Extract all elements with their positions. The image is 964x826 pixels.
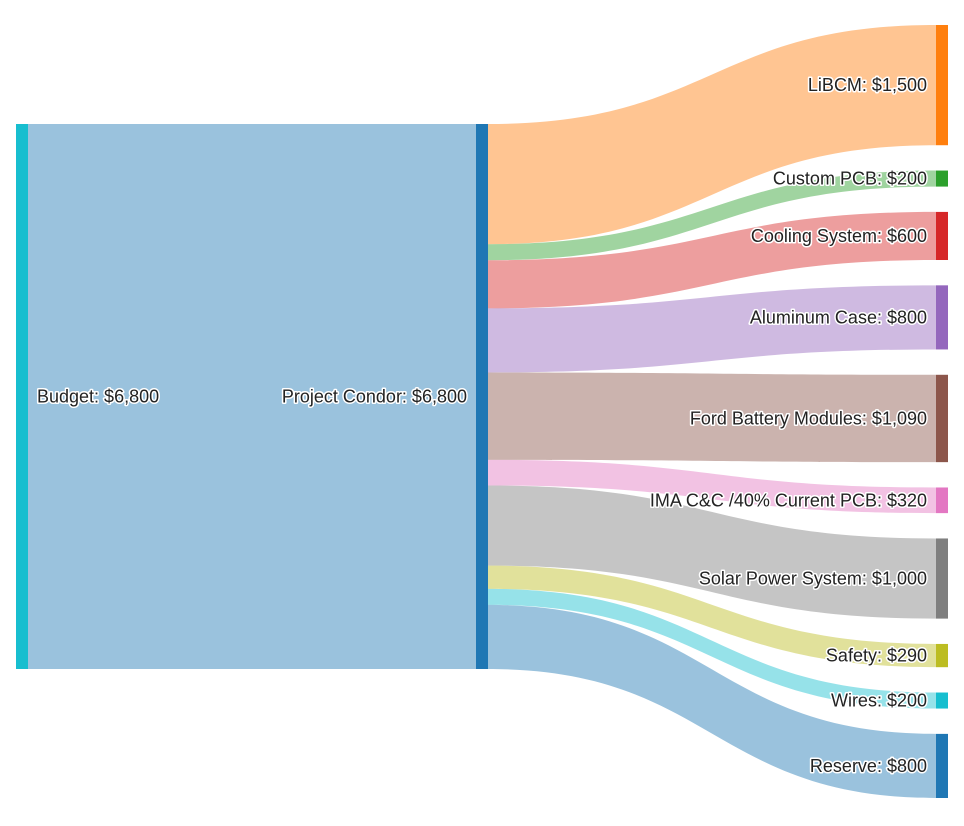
node-custom_pcb[interactable] xyxy=(936,170,948,187)
link-condor-to-safety[interactable] xyxy=(488,565,936,668)
label-ima: IMA C&C /40% Current PCB: $320 xyxy=(650,490,927,510)
node-solar[interactable] xyxy=(936,538,948,619)
label-aluminum: Aluminum Case: $800 xyxy=(750,307,927,327)
label-ford: Ford Battery Modules: $1,090 xyxy=(690,408,927,428)
label-solar: Solar Power System: $1,000 xyxy=(699,569,927,589)
node-wires[interactable] xyxy=(936,692,948,709)
links-layer xyxy=(28,25,936,798)
label-condor: Project Condor: $6,800 xyxy=(282,387,467,407)
label-cooling: Cooling System: $600 xyxy=(751,226,927,246)
link-condor-to-aluminum[interactable] xyxy=(488,285,936,373)
link-condor-to-ima[interactable] xyxy=(488,459,936,514)
link-condor-to-cooling[interactable] xyxy=(488,211,936,309)
label-custom_pcb: Custom PCB: $200 xyxy=(773,169,927,189)
label-wires: Wires: $200 xyxy=(831,691,927,711)
link-condor-to-custom_pcb[interactable] xyxy=(488,170,936,261)
labels-layer: Budget: $6,800 Project Condor: $6,800 LiBC… xyxy=(36,74,929,778)
label-safety: Safety: $290 xyxy=(826,646,927,666)
link-condor-to-solar[interactable] xyxy=(488,485,936,619)
link-budget-to-condor[interactable] xyxy=(28,124,476,669)
node-condor[interactable] xyxy=(476,124,488,669)
link-condor-to-ford[interactable] xyxy=(488,372,936,463)
label-budget: Budget: $6,800 xyxy=(37,387,159,407)
link-condor-to-reserve[interactable] xyxy=(488,604,936,798)
nodes-layer xyxy=(16,25,948,798)
label-libcm: LiBCM: $1,500 xyxy=(808,75,927,95)
node-libcm[interactable] xyxy=(936,25,948,146)
node-budget[interactable] xyxy=(16,124,28,669)
node-ima[interactable] xyxy=(936,487,948,514)
node-reserve[interactable] xyxy=(936,733,948,798)
node-ford[interactable] xyxy=(936,374,948,463)
link-condor-to-wires[interactable] xyxy=(488,588,936,709)
label-reserve: Reserve: $800 xyxy=(810,756,927,776)
node-safety[interactable] xyxy=(936,643,948,668)
node-cooling[interactable] xyxy=(936,211,948,261)
node-aluminum[interactable] xyxy=(936,285,948,350)
link-condor-to-libcm[interactable] xyxy=(488,25,936,245)
